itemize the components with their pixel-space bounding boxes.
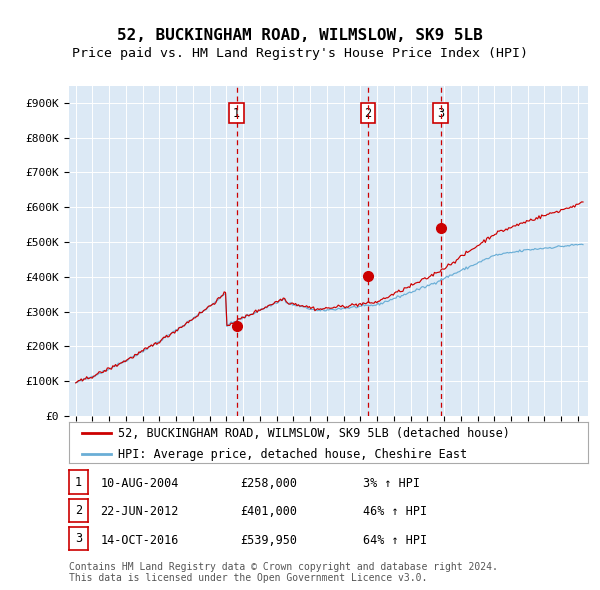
Text: 2: 2 xyxy=(75,504,82,517)
Text: HPI: Average price, detached house, Cheshire East: HPI: Average price, detached house, Ches… xyxy=(118,448,467,461)
Text: 3: 3 xyxy=(437,107,444,120)
Text: 10-AUG-2004: 10-AUG-2004 xyxy=(100,477,179,490)
Text: 2: 2 xyxy=(365,107,372,120)
Text: £401,000: £401,000 xyxy=(240,505,297,518)
Text: 64% ↑ HPI: 64% ↑ HPI xyxy=(363,533,427,546)
Text: Price paid vs. HM Land Registry's House Price Index (HPI): Price paid vs. HM Land Registry's House … xyxy=(72,47,528,60)
Text: 14-OCT-2016: 14-OCT-2016 xyxy=(100,533,179,546)
Text: 1: 1 xyxy=(233,107,240,120)
Text: 22-JUN-2012: 22-JUN-2012 xyxy=(100,505,179,518)
Text: Contains HM Land Registry data © Crown copyright and database right 2024.
This d: Contains HM Land Registry data © Crown c… xyxy=(69,562,498,584)
Text: 1: 1 xyxy=(75,476,82,489)
Text: 3% ↑ HPI: 3% ↑ HPI xyxy=(363,477,420,490)
Text: £539,950: £539,950 xyxy=(240,533,297,546)
Text: 52, BUCKINGHAM ROAD, WILMSLOW, SK9 5LB: 52, BUCKINGHAM ROAD, WILMSLOW, SK9 5LB xyxy=(117,28,483,43)
Text: 46% ↑ HPI: 46% ↑ HPI xyxy=(363,505,427,518)
Text: 52, BUCKINGHAM ROAD, WILMSLOW, SK9 5LB (detached house): 52, BUCKINGHAM ROAD, WILMSLOW, SK9 5LB (… xyxy=(118,427,510,440)
Text: £258,000: £258,000 xyxy=(240,477,297,490)
Text: 3: 3 xyxy=(75,532,82,545)
